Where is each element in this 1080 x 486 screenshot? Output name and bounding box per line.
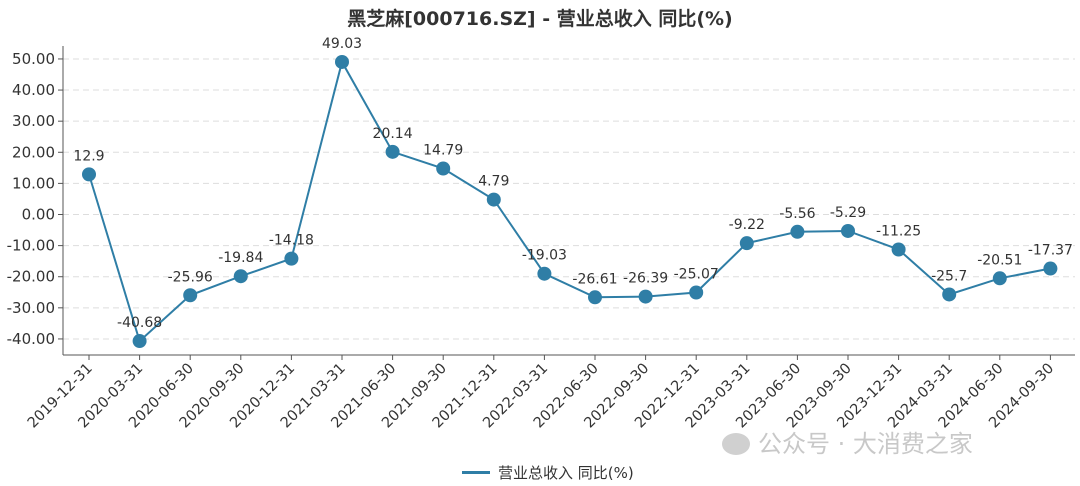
data-point: [891, 242, 906, 257]
data-label: -5.56: [779, 206, 815, 222]
series-line: [88, 59, 1051, 343]
data-label: -5.29: [830, 205, 866, 221]
y-tick-label: 10.00: [12, 174, 55, 192]
data-point: [385, 144, 400, 159]
y-tick-label: 30.00: [12, 112, 55, 130]
data-point: [335, 54, 349, 69]
legend[interactable]: 营业总收入 同比(%): [462, 462, 634, 483]
data-label: -11.25: [876, 223, 921, 239]
data-point: [992, 271, 1007, 286]
data-point: [132, 334, 147, 349]
y-tick-label: 20.00: [12, 143, 55, 161]
data-label: -20.51: [977, 252, 1022, 268]
watermark: 公众号 · 大消费之家: [722, 424, 973, 459]
data-label: -14.18: [269, 233, 314, 249]
data-label: -26.39: [623, 271, 668, 287]
data-point: [82, 167, 96, 182]
y-tick-label: 50.00: [12, 50, 55, 68]
data-label: 14.79: [423, 142, 463, 158]
data-point: [486, 192, 501, 207]
data-label: -25.96: [168, 269, 213, 285]
y-tick-label: -40.00: [7, 330, 55, 348]
data-label: -9.22: [729, 217, 765, 233]
data-label: 49.03: [322, 36, 362, 52]
data-point: [841, 223, 855, 238]
data-point: [436, 161, 451, 176]
data-label: 12.9: [73, 148, 104, 164]
y-tick-label: -20.00: [7, 268, 55, 286]
legend-swatch: [462, 471, 490, 474]
data-point: [638, 289, 653, 304]
y-tick-label: -30.00: [7, 299, 55, 317]
data-label: 20.14: [373, 126, 413, 142]
data-label: -25.07: [674, 266, 719, 282]
y-tick-label: -10.00: [7, 237, 55, 255]
data-label: -17.37: [1028, 243, 1073, 259]
data-point: [739, 236, 754, 251]
wechat-icon: [722, 433, 750, 455]
y-tick-label: 40.00: [12, 81, 55, 99]
data-label: -26.61: [572, 271, 617, 287]
data-point: [689, 285, 704, 300]
data-label: -25.7: [931, 268, 967, 284]
data-point: [183, 288, 198, 303]
data-label: -40.68: [117, 315, 162, 331]
chart-title: 黑芝麻[000716.SZ] - 营业总收入 同比(%): [347, 8, 733, 30]
y-tick-label: 0.00: [22, 206, 55, 224]
data-point: [233, 269, 248, 284]
data-point: [1043, 261, 1058, 276]
watermark-text: 公众号 · 大消费之家: [758, 430, 973, 458]
data-point: [588, 290, 602, 305]
data-label: -19.84: [218, 250, 263, 266]
data-point: [942, 287, 957, 302]
data-label: 4.79: [478, 174, 509, 190]
legend-label: 营业总收入 同比(%): [498, 464, 634, 482]
data-point: [790, 224, 805, 239]
data-point: [284, 251, 299, 266]
data-point: [537, 266, 552, 281]
data-label: -19.03: [522, 248, 567, 264]
